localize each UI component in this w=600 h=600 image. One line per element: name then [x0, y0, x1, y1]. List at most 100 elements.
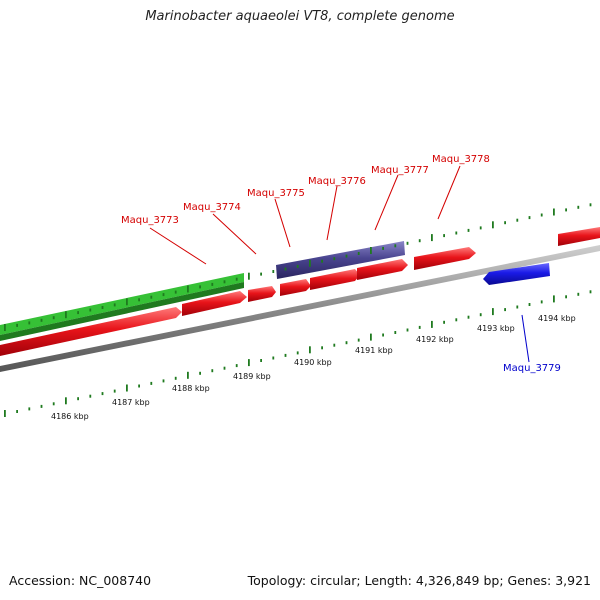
gene-label-maqu-3776[interactable]: Maqu_3776 — [308, 176, 366, 187]
upper-ruler-tick — [382, 246, 384, 250]
gene-arrow-maqu-3776a[interactable] — [280, 279, 311, 296]
genome-backbone — [0, 245, 600, 372]
ruler-label-4187: 4187 kbp — [112, 398, 150, 407]
ruler-label-4194: 4194 kbp — [538, 314, 576, 323]
lower-ruler-tick — [4, 410, 6, 417]
upper-ruler-tick — [553, 208, 555, 216]
upper-ruler-tick — [162, 293, 165, 297]
upper-ruler-tick — [370, 247, 372, 254]
gene-arrow-maqu-3776b[interactable] — [310, 269, 360, 290]
lower-ruler-tick — [162, 379, 165, 383]
lower-ruler-tick — [296, 351, 299, 355]
ruler-label-4193: 4193 kbp — [477, 324, 515, 333]
lower-ruler-tick — [577, 292, 580, 296]
gene-arrow-maqu-3778[interactable] — [414, 247, 476, 270]
leader-line-maqu-3777 — [374, 174, 399, 231]
upper-ruler-tick — [492, 221, 494, 229]
leader-line-maqu-3773 — [149, 227, 207, 265]
lower-ruler-tick — [272, 356, 275, 360]
ruler-label-4188: 4188 kbp — [172, 384, 210, 393]
lower-ruler-tick — [211, 369, 214, 373]
gene-label-maqu-3777[interactable]: Maqu_3777 — [371, 165, 429, 176]
lower-ruler-tick — [28, 407, 31, 411]
lower-ruler-tick — [16, 410, 18, 413]
gene-arrow-maqu-3777[interactable] — [357, 259, 408, 280]
ruler-label-4191: 4191 kbp — [355, 346, 393, 355]
lower-ruler-tick — [565, 295, 567, 299]
topology-text: Topology: circular; Length: 4,326,849 bp… — [247, 573, 591, 588]
lower-ruler-tick — [65, 397, 67, 405]
upper-ruler-tick — [126, 298, 128, 306]
gene-arrow-maqu-3774[interactable] — [182, 291, 247, 316]
gene-label-maqu-3773[interactable]: Maqu_3773 — [121, 215, 179, 226]
lower-ruler-tick — [89, 394, 92, 398]
upper-ruler-tick — [4, 324, 6, 331]
green-feature-band-light — [0, 273, 244, 335]
upper-ruler-tick — [467, 228, 470, 232]
gene-arrow-maqu-3775[interactable] — [248, 286, 276, 302]
upper-ruler-tick — [431, 234, 433, 242]
gene-label-maqu-3775[interactable]: Maqu_3775 — [247, 188, 305, 199]
upper-ruler-tick — [248, 272, 250, 280]
leader-line-maqu-3778 — [437, 165, 461, 220]
upper-ruler-tick — [516, 218, 519, 222]
gene-arrow-next[interactable] — [558, 227, 600, 246]
lower-ruler-tick — [492, 308, 494, 316]
upper-ruler-tick — [211, 282, 214, 286]
upper-ruler-tick — [16, 323, 18, 327]
lower-ruler-tick — [333, 343, 336, 347]
lower-ruler-tick — [443, 320, 445, 324]
lower-ruler-tick — [150, 381, 153, 385]
leader-line-maqu-3779 — [521, 314, 530, 363]
upper-ruler-tick — [321, 259, 323, 263]
lower-ruler-tick — [479, 313, 482, 317]
upper-ruler-tick — [443, 234, 445, 238]
upper-ruler-tick — [479, 226, 482, 230]
gene-label-maqu-3774[interactable]: Maqu_3774 — [183, 202, 241, 213]
ruler-label-4186: 4186 kbp — [51, 412, 89, 421]
upper-ruler-tick — [235, 277, 238, 281]
upper-ruler-tick — [28, 321, 31, 325]
lower-ruler-tick — [248, 359, 250, 367]
gene-arrow-maqu-3779[interactable] — [483, 263, 550, 285]
lower-ruler-tick — [516, 305, 519, 309]
green-feature-band-dark — [0, 282, 244, 341]
upper-ruler-tick — [406, 241, 409, 245]
upper-ruler-tick — [174, 290, 177, 294]
lower-ruler-tick — [174, 376, 177, 380]
upper-ruler-tick — [260, 272, 262, 276]
upper-ruler-tick — [101, 306, 104, 309]
upper-ruler-tick — [394, 244, 397, 248]
upper-ruler-tick — [150, 295, 153, 299]
lower-tick-row — [4, 290, 592, 417]
upper-ruler-tick — [187, 285, 189, 293]
rna-feature-bar[interactable] — [276, 241, 405, 279]
lower-ruler-tick — [431, 320, 433, 328]
gene-label-maqu-3778[interactable]: Maqu_3778 — [432, 154, 490, 165]
lower-ruler-tick — [540, 300, 543, 304]
upper-ruler-tick — [77, 311, 79, 315]
upper-ruler-tick — [504, 221, 506, 225]
lower-ruler-tick — [589, 290, 592, 294]
upper-ruler-tick — [52, 316, 55, 320]
upper-ruler-tick — [89, 308, 92, 312]
lower-ruler-tick — [187, 371, 189, 379]
ruler-label-4189: 4189 kbp — [233, 372, 271, 381]
upper-ruler-tick — [418, 239, 421, 243]
lower-ruler-tick — [199, 371, 201, 375]
page-title: Marinobacter aquaeolei VT8, complete gen… — [145, 9, 455, 24]
upper-ruler-tick — [345, 254, 348, 258]
gene-arrow-maqu-3773[interactable] — [0, 307, 182, 356]
upper-ruler-tick — [309, 259, 311, 267]
forward-leader-lines — [149, 165, 461, 265]
gene-label-maqu-3779[interactable]: Maqu_3779 — [503, 363, 561, 374]
upper-ruler-tick — [113, 303, 116, 307]
lower-ruler-tick — [370, 333, 372, 341]
lower-ruler-tick — [553, 295, 555, 303]
upper-ruler-tick — [333, 257, 336, 261]
ruler-label-4192: 4192 kbp — [416, 335, 454, 344]
upper-ruler-tick — [565, 208, 567, 212]
lower-ruler-tick — [345, 341, 348, 345]
lower-ruler-tick — [52, 402, 55, 406]
